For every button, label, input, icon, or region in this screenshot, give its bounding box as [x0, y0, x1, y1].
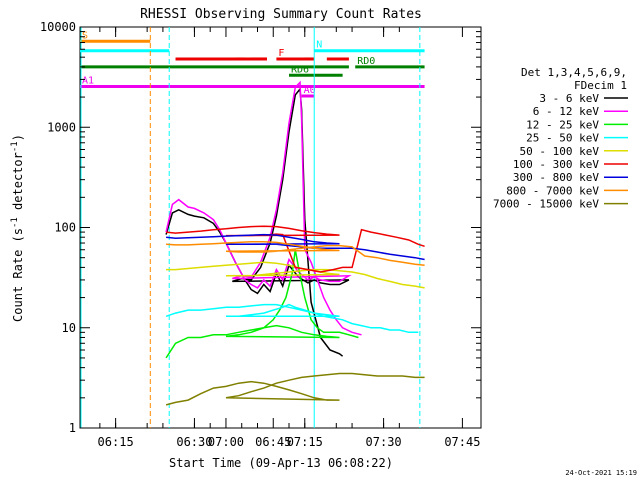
state-bar-label: F: [278, 48, 284, 59]
x-tick-label: 06:15: [98, 435, 134, 449]
state-bar-label: RD0: [357, 56, 375, 67]
x-axis-ticks: 06:15 06:30 06:45 07:00 07:15 07:30 07:45: [98, 27, 480, 449]
legend-label: 3 - 6 keV: [539, 92, 599, 105]
series-line: [166, 261, 425, 289]
x-tick-label: 07:15: [287, 435, 323, 449]
y-tick-label: 100: [54, 221, 76, 235]
legend-label: 6 - 12 keV: [533, 105, 600, 118]
series-line: [166, 233, 425, 261]
state-bar-label: A0: [304, 85, 316, 96]
state-bar-label: S: [82, 30, 88, 41]
x-tick-label: 07:00: [208, 435, 244, 449]
legend-label: 12 - 25 keV: [526, 118, 599, 131]
legend-label: 100 - 300 keV: [513, 158, 599, 171]
y-axis-ticks: 1 10 100 1000 10000: [40, 20, 481, 435]
legend-header-fdecim: FDecim 1: [574, 79, 627, 92]
legend-header-detectors: Det 1,3,4,5,6,9,: [521, 66, 627, 79]
footer-date: 24-Oct-2021 15:19: [565, 469, 637, 477]
state-bar-label: RD6: [291, 64, 309, 75]
x-tick-label: 06:45: [255, 435, 291, 449]
y-tick-label: 10000: [40, 20, 76, 34]
x-tick-label: 07:45: [444, 435, 480, 449]
series-line: [165, 303, 419, 334]
state-bar-label: N: [316, 40, 322, 51]
legend-label: 25 - 50 keV: [526, 132, 599, 145]
series-lines: [165, 80, 425, 406]
chart-title: RHESSI Observing Summary Count Rates: [140, 7, 422, 22]
legend-label: 300 - 800 keV: [513, 171, 599, 184]
x-tick-label: 07:30: [366, 435, 402, 449]
instrument-state-bars: S N F RD0 RD6 A1 A0: [80, 30, 425, 98]
y-tick-label: 10: [62, 321, 76, 335]
series-line: [165, 372, 425, 406]
legend-label: 50 - 100 keV: [520, 145, 600, 158]
y-tick-label: 1: [69, 421, 76, 435]
series-line: [165, 80, 362, 336]
x-axis-label: Start Time (09-Apr-13 06:08:22): [169, 456, 393, 470]
legend-label: 7000 - 15000 keV: [493, 198, 599, 211]
x-tick-label: 06:30: [176, 435, 212, 449]
legend-label: 800 - 7000 keV: [506, 184, 599, 197]
series-line: [165, 249, 359, 359]
y-tick-label: 1000: [47, 120, 76, 134]
series-line: [166, 241, 425, 267]
y-axis-label: Count Rate (s-1 detector-1): [10, 134, 25, 322]
state-bar-label: A1: [82, 75, 94, 86]
